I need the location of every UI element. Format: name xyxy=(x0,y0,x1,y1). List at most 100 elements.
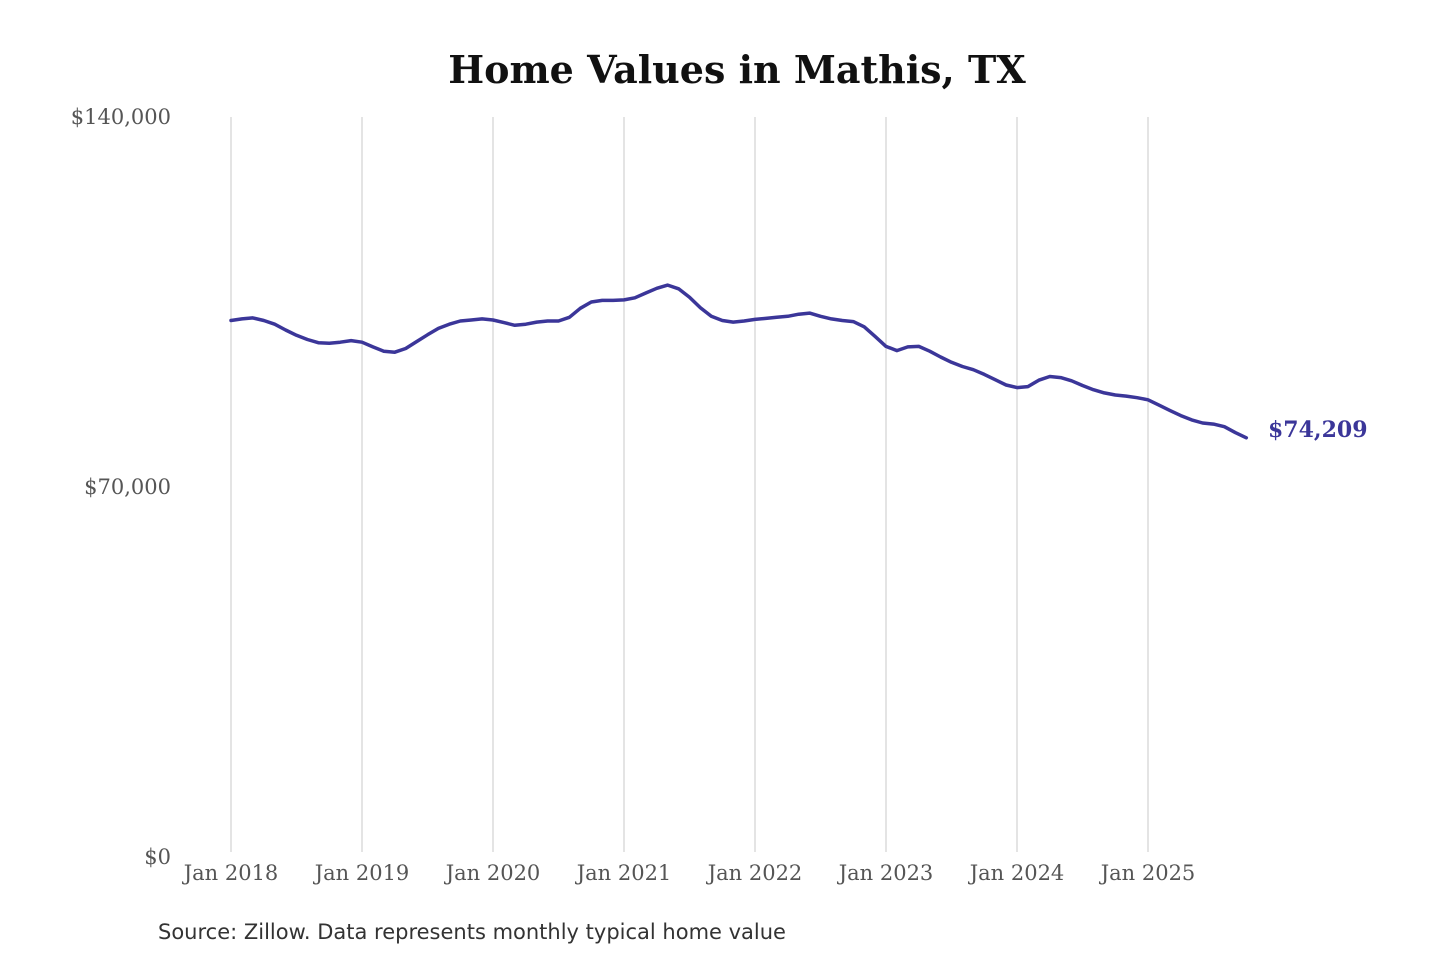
x-axis-tick-labels: Jan 2018 Jan 2019 Jan 2020 Jan 2021 Jan 2022… xyxy=(182,861,1196,885)
data-point-2024-06 xyxy=(1070,379,1073,382)
data-point-2022-04 xyxy=(786,315,789,318)
gridlines xyxy=(230,117,1149,852)
data-point-2022-11 xyxy=(863,325,866,328)
x-tick-label: Jan 2023 xyxy=(837,861,934,885)
y-tick-label: $140,000 xyxy=(71,105,171,129)
data-point-2021-02 xyxy=(633,296,636,299)
data-point-2023-08 xyxy=(961,365,964,368)
data-point-2024-12 xyxy=(1136,396,1139,399)
data-point-2022-01 xyxy=(754,318,757,321)
data-point-2022-05 xyxy=(797,313,800,316)
x-tick-label: Jan 2018 xyxy=(182,861,279,885)
data-point-2019-09 xyxy=(448,323,451,326)
data-point-2023-11 xyxy=(994,378,997,381)
data-point-2021-09 xyxy=(710,315,713,318)
data-point-2021-12 xyxy=(743,320,746,323)
end-value-label: $74,209 xyxy=(1268,417,1368,443)
data-point-2018-02 xyxy=(240,317,243,320)
data-point-2021-04 xyxy=(655,287,658,290)
data-point-2018-12 xyxy=(350,339,353,342)
data-point-2023-12 xyxy=(1005,384,1008,387)
x-tick-label: Jan 2019 xyxy=(313,861,410,885)
source-note: Source: Zillow. Data represents monthly … xyxy=(158,920,786,944)
data-point-2020-09 xyxy=(579,307,582,310)
x-tick-label: Jan 2025 xyxy=(1099,861,1196,885)
data-point-2022-03 xyxy=(775,316,778,319)
y-tick-label: $70,000 xyxy=(84,475,171,499)
data-point-2020-04 xyxy=(524,323,527,326)
data-point-2020-06 xyxy=(546,320,549,323)
chart-title: Home Values in Mathis, TX xyxy=(448,47,1026,92)
data-point-2019-01 xyxy=(361,341,364,344)
x-tick-label: Jan 2020 xyxy=(444,861,541,885)
data-point-2025-01 xyxy=(1147,398,1150,401)
data-point-2025-09 xyxy=(1234,431,1237,434)
data-point-2019-10 xyxy=(459,320,462,323)
data-point-2022-10 xyxy=(852,320,855,323)
data-point-2025-10 xyxy=(1245,436,1248,439)
x-tick-label: Jan 2024 xyxy=(968,861,1065,885)
data-point-2023-07 xyxy=(950,361,953,364)
data-point-2018-01 xyxy=(230,319,233,322)
series-layer: $74,209 xyxy=(229,283,1368,443)
data-point-2019-08 xyxy=(437,327,440,330)
data-point-2021-10 xyxy=(721,319,724,322)
data-point-2020-07 xyxy=(557,320,560,323)
data-point-2018-03 xyxy=(251,316,254,319)
data-point-2023-02 xyxy=(895,349,898,352)
data-point-2023-01 xyxy=(885,345,888,348)
data-point-2023-06 xyxy=(939,356,942,359)
series-line xyxy=(229,283,1249,440)
data-point-2021-11 xyxy=(732,321,735,324)
data-point-2019-03 xyxy=(382,350,385,353)
data-point-2024-09 xyxy=(1103,391,1106,394)
data-point-2019-12 xyxy=(481,317,484,320)
data-point-2024-03 xyxy=(1037,379,1040,382)
data-point-2021-05 xyxy=(666,284,669,287)
data-point-2024-04 xyxy=(1048,375,1051,378)
data-point-2025-03 xyxy=(1168,409,1171,412)
data-point-2023-09 xyxy=(972,368,975,371)
data-point-2020-03 xyxy=(513,324,516,327)
data-point-2020-08 xyxy=(568,316,571,319)
data-point-2022-07 xyxy=(819,315,822,318)
data-point-2019-05 xyxy=(404,347,407,350)
data-point-2020-11 xyxy=(601,299,604,302)
data-point-2018-07 xyxy=(295,334,298,337)
data-point-2023-05 xyxy=(928,350,931,353)
y-axis-tick-labels: $0 $70,000 $140,000 xyxy=(71,105,171,869)
data-point-2023-10 xyxy=(983,373,986,376)
data-point-2019-04 xyxy=(393,351,396,354)
data-point-2020-05 xyxy=(535,321,538,324)
x-tick-label: Jan 2021 xyxy=(575,861,672,885)
data-point-2025-08 xyxy=(1223,425,1226,428)
data-point-2024-10 xyxy=(1114,394,1117,397)
data-point-2022-02 xyxy=(764,317,767,320)
data-point-2022-06 xyxy=(808,312,811,315)
data-point-2018-04 xyxy=(262,319,265,322)
data-point-2018-09 xyxy=(317,341,320,344)
data-point-2021-06 xyxy=(677,287,680,290)
data-point-2019-02 xyxy=(371,345,374,348)
data-point-2024-01 xyxy=(1016,386,1019,389)
data-point-2020-01 xyxy=(492,319,495,322)
data-point-2022-09 xyxy=(841,319,844,322)
data-point-2024-08 xyxy=(1092,388,1095,391)
data-point-2021-03 xyxy=(644,292,647,295)
data-point-2024-05 xyxy=(1059,376,1062,379)
y-tick-label: $0 xyxy=(144,845,171,869)
data-point-2019-06 xyxy=(415,340,418,343)
x-tick-label: Jan 2022 xyxy=(706,861,803,885)
data-point-2021-01 xyxy=(623,298,626,301)
data-point-2025-07 xyxy=(1212,423,1215,426)
data-point-2022-12 xyxy=(874,335,877,338)
data-point-2020-10 xyxy=(590,301,593,304)
data-point-2019-11 xyxy=(470,319,473,322)
data-point-2018-06 xyxy=(284,329,287,332)
data-point-2018-11 xyxy=(339,341,342,344)
data-point-2021-07 xyxy=(688,296,691,299)
data-point-2025-04 xyxy=(1179,414,1182,417)
data-point-2022-08 xyxy=(830,317,833,320)
data-point-2018-10 xyxy=(328,342,331,345)
data-point-2024-02 xyxy=(1026,385,1029,388)
